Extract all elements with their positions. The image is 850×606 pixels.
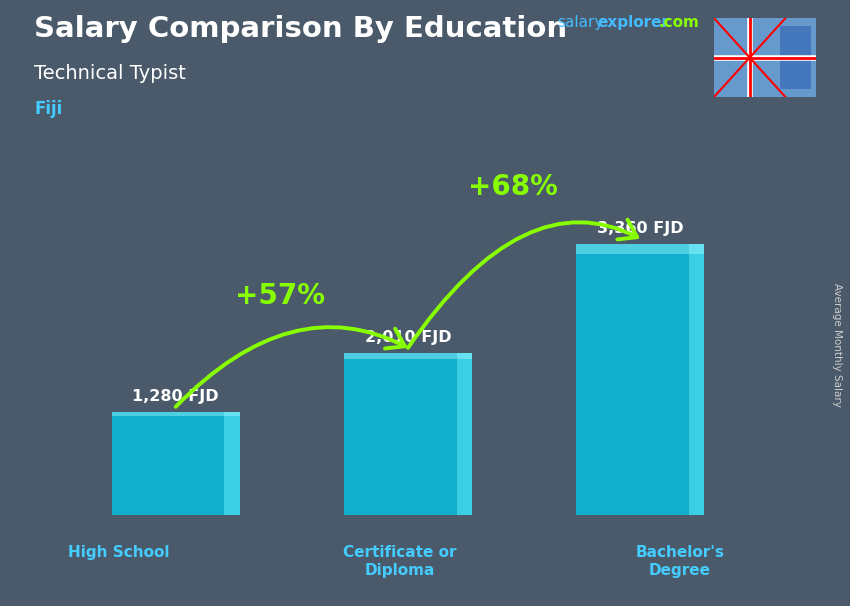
- Text: Average Monthly Salary: Average Monthly Salary: [832, 284, 842, 407]
- Text: +57%: +57%: [235, 282, 326, 310]
- Text: Technical Typist: Technical Typist: [34, 64, 186, 82]
- Text: Salary Comparison By Education: Salary Comparison By Education: [34, 15, 567, 43]
- Bar: [688, 244, 704, 515]
- Text: Fiji: Fiji: [34, 100, 62, 118]
- Text: Certificate or
Diploma: Certificate or Diploma: [343, 545, 456, 578]
- FancyArrowPatch shape: [408, 219, 638, 348]
- Bar: [344, 353, 472, 515]
- Text: salary: salary: [557, 15, 604, 30]
- Text: explorer: explorer: [598, 15, 670, 30]
- FancyArrowPatch shape: [176, 327, 405, 407]
- Text: Bachelor's
Degree: Bachelor's Degree: [636, 545, 724, 578]
- Bar: [224, 411, 240, 515]
- Bar: [111, 411, 240, 416]
- Text: 1,280 FJD: 1,280 FJD: [133, 390, 219, 404]
- Bar: [456, 353, 472, 515]
- Text: 3,360 FJD: 3,360 FJD: [597, 221, 683, 236]
- Text: 2,010 FJD: 2,010 FJD: [365, 330, 451, 345]
- Text: .com: .com: [659, 15, 700, 30]
- Bar: [111, 411, 240, 515]
- Bar: [576, 244, 704, 515]
- Bar: [780, 26, 811, 89]
- Text: +68%: +68%: [468, 173, 558, 201]
- Bar: [344, 353, 472, 359]
- Bar: [576, 244, 704, 255]
- Text: High School: High School: [68, 545, 170, 561]
